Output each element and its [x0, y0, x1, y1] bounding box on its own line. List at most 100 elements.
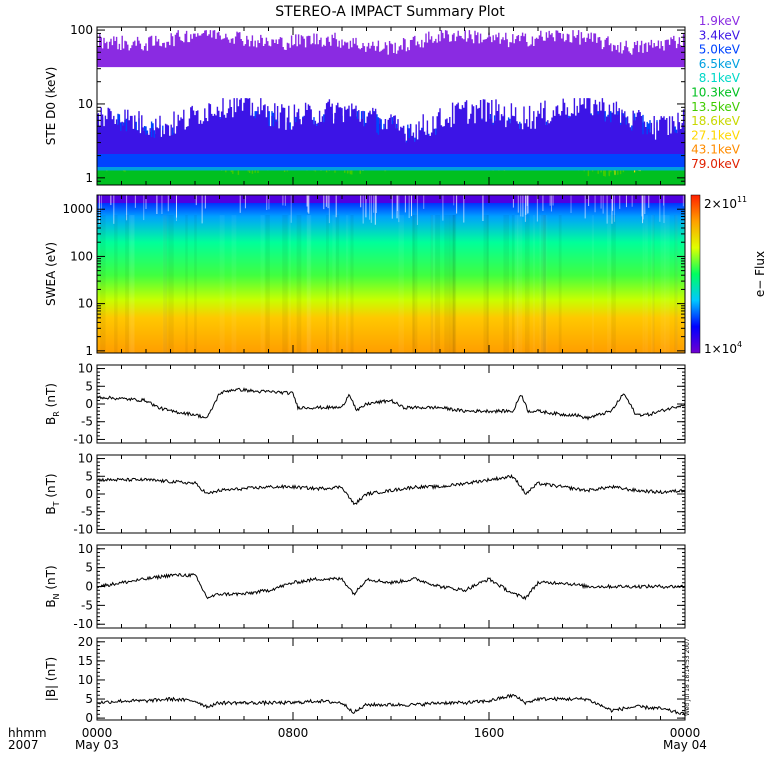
y-axis-label: SWEA (eV) [44, 242, 58, 306]
heatmap-data-gap [335, 195, 337, 218]
heatmap-data-gap [611, 195, 613, 224]
panel-content [97, 387, 685, 421]
heatmap-time-variation [539, 215, 545, 353]
legend-entry-8.1keV: 8.1keV [699, 71, 741, 85]
heatmap-time-variation [128, 215, 135, 353]
heatmap-data-gap [369, 195, 371, 220]
legend-entry-10.3keV: 10.3keV [691, 86, 741, 100]
heatmap-data-gap [328, 195, 330, 224]
y-tick-label: 0 [85, 397, 93, 411]
heatmap-time-variation [449, 215, 455, 353]
heatmap-data-gap [100, 195, 102, 211]
heatmap-time-variation [674, 215, 678, 353]
heatmap-time-variation [350, 215, 354, 353]
panel-frame [96, 544, 686, 629]
y-tick-label: 1000 [62, 202, 93, 216]
y-tick-label: 10 [78, 452, 93, 466]
heatmap-time-variation [265, 215, 270, 353]
x-tick-date-label: May 03 [75, 738, 119, 752]
panel-4: -10 -5 0 5 10 BT (nT) [44, 452, 686, 536]
legend-entry-18.6keV: 18.6keV [691, 114, 741, 128]
heatmap-time-variation [219, 215, 225, 353]
heatmap-data-gap [126, 195, 128, 221]
field-line [97, 693, 685, 717]
heatmap-data-gap [542, 195, 544, 212]
heatmap-data-gap [167, 195, 169, 212]
ste-legend: 1.9keV3.4keV5.0keV6.5keV8.1keV10.3keV13.… [691, 14, 741, 171]
heatmap-data-gap [517, 195, 519, 213]
y-tick-label: 0 [85, 580, 93, 594]
y-tick-label: -10 [73, 617, 93, 631]
y-tick-label: 1 [85, 171, 93, 185]
heatmap-data-gap [550, 195, 552, 212]
heatmap-time-variation [644, 215, 648, 353]
panel-content [97, 473, 685, 506]
heatmap-data-gap [463, 195, 465, 223]
panel-1: 1 10 100 STE D0 (keV) [44, 23, 686, 186]
heatmap-time-variation [412, 215, 415, 353]
heatmap-time-variation [511, 215, 515, 353]
heatmap-data-gap [98, 195, 100, 225]
heatmap-data-gap [522, 195, 524, 217]
y-tick-label: 5 [85, 561, 93, 575]
heatmap-data-gap [239, 195, 241, 213]
heatmap-data-gap [113, 195, 115, 224]
y-tick-label: -5 [81, 598, 93, 612]
heatmap-data-gap [663, 195, 665, 224]
heatmap-data-gap [306, 195, 308, 207]
heatmap-data-gap [374, 195, 376, 225]
heatmap-data-gap [110, 195, 112, 206]
field-line [97, 473, 685, 506]
legend-entry-5.0keV: 5.0keV [699, 43, 741, 57]
heatmap-data-gap [156, 195, 158, 215]
heatmap-time-variation [260, 215, 265, 353]
heatmap-data-gap [284, 195, 286, 206]
heatmap-time-variation [503, 215, 510, 353]
heatmap-data-gap [642, 195, 644, 220]
heatmap-data-gap [282, 195, 284, 206]
heatmap-time-variation [607, 215, 611, 353]
y-tick-label: -10 [73, 522, 93, 536]
y-tick-label: -10 [73, 432, 93, 446]
heatmap-time-variation [114, 215, 118, 353]
x-tick-label: 0000 [670, 726, 701, 740]
heatmap-time-variation [335, 215, 340, 353]
heatmap-data-gap [360, 195, 362, 208]
heatmap-data-gap [404, 195, 406, 213]
y-tick-label: -5 [81, 505, 93, 519]
heatmap-data-gap [323, 195, 325, 210]
heatmap-time-variation [486, 215, 489, 353]
heatmap-time-variation [332, 215, 336, 353]
heatmap-time-variation [231, 215, 237, 353]
heatmap-data-gap [682, 195, 684, 207]
panel-frame [96, 364, 686, 444]
heatmap-data-gap [308, 195, 310, 214]
heatmap-time-variation [664, 215, 670, 353]
panel-frame [96, 454, 686, 534]
colorbar-max-label: 2×1011 [704, 195, 747, 211]
heatmap-time-variation [185, 215, 188, 353]
heatmap-data-gap [456, 195, 458, 214]
x-tick-date-label: May 04 [663, 738, 707, 752]
heatmap-data-gap [453, 195, 455, 206]
y-tick-label: 0 [85, 487, 93, 501]
y-tick-label: 5 [85, 469, 93, 483]
heatmap-time-variation [558, 215, 562, 353]
heatmap-data-gap [161, 195, 163, 214]
heatmap-data-gap [648, 195, 650, 208]
heatmap-data-gap [408, 195, 410, 219]
heatmap-data-gap [365, 195, 367, 218]
heatmap-time-variation [683, 215, 685, 353]
heatmap-data-gap [527, 195, 529, 214]
heatmap-data-gap [134, 195, 136, 208]
heatmap-time-variation [434, 215, 441, 353]
heatmap-data-gap [266, 195, 268, 211]
x-tick-label: 0000 [82, 726, 113, 740]
legend-entry-43.1keV: 43.1keV [691, 143, 741, 157]
heatmap-time-variation [543, 215, 548, 353]
field-line [97, 387, 685, 421]
panel-frame [96, 637, 686, 721]
heatmap-data-gap [370, 195, 372, 223]
heatmap-time-variation [514, 215, 519, 353]
y-tick-label: 20 [78, 635, 93, 649]
